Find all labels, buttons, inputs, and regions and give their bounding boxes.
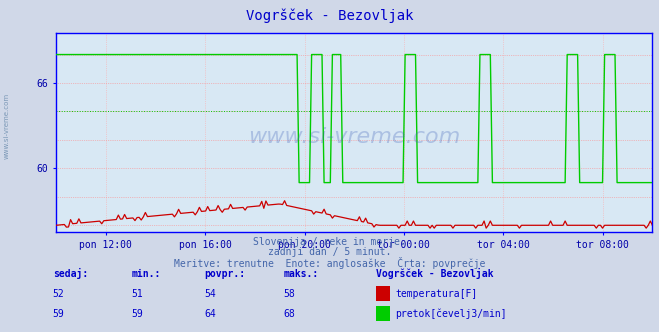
Text: Meritve: trenutne  Enote: anglosaške  Črta: povprečje: Meritve: trenutne Enote: anglosaške Črta… [174,257,485,269]
Text: 59: 59 [53,309,65,319]
Text: pretok[čevelj3/min]: pretok[čevelj3/min] [395,308,507,319]
Text: povpr.:: povpr.: [204,269,245,279]
Text: zadnji dan / 5 minut.: zadnji dan / 5 minut. [268,247,391,257]
Text: 52: 52 [53,289,65,299]
Text: 51: 51 [132,289,144,299]
Text: Slovenija / reke in morje.: Slovenija / reke in morje. [253,237,406,247]
Text: 54: 54 [204,289,216,299]
Text: 58: 58 [283,289,295,299]
Text: 68: 68 [283,309,295,319]
Text: min.:: min.: [132,269,161,279]
Text: maks.:: maks.: [283,269,318,279]
Text: 59: 59 [132,309,144,319]
Text: temperatura[F]: temperatura[F] [395,289,478,299]
Text: Vogršček - Bezovljak: Vogršček - Bezovljak [246,8,413,23]
Text: sedaj:: sedaj: [53,268,88,279]
Text: 64: 64 [204,309,216,319]
Text: www.si-vreme.com: www.si-vreme.com [3,93,9,159]
Text: www.si-vreme.com: www.si-vreme.com [248,127,461,147]
Text: Vogršček - Bezovljak: Vogršček - Bezovljak [376,268,493,279]
